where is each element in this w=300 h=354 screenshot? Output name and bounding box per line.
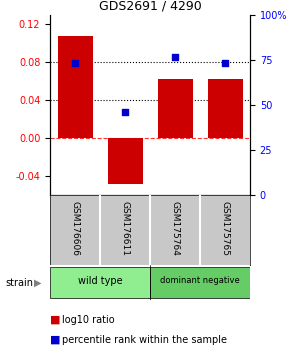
Bar [58,36,92,138]
Text: percentile rank within the sample: percentile rank within the sample [62,335,227,345]
Point [172,54,177,59]
Text: ■: ■ [50,315,61,325]
Text: dominant negative: dominant negative [160,276,240,285]
Text: GSM175765: GSM175765 [220,201,230,256]
Text: ▶: ▶ [34,278,42,287]
Text: GSM176611: GSM176611 [121,201,130,256]
Bar [208,79,242,138]
Bar [107,138,142,184]
Point [73,61,77,66]
Text: wild type: wild type [78,276,122,286]
Point [223,61,227,66]
Text: strain: strain [5,278,33,287]
Text: GSM176606: GSM176606 [70,201,80,256]
Point [123,109,128,114]
Text: log10 ratio: log10 ratio [62,315,115,325]
Title: GDS2691 / 4290: GDS2691 / 4290 [99,0,201,12]
Text: GSM175764: GSM175764 [170,201,179,256]
Bar [150,267,250,298]
Text: ■: ■ [50,335,61,345]
Bar [50,267,150,298]
Bar [158,79,193,138]
